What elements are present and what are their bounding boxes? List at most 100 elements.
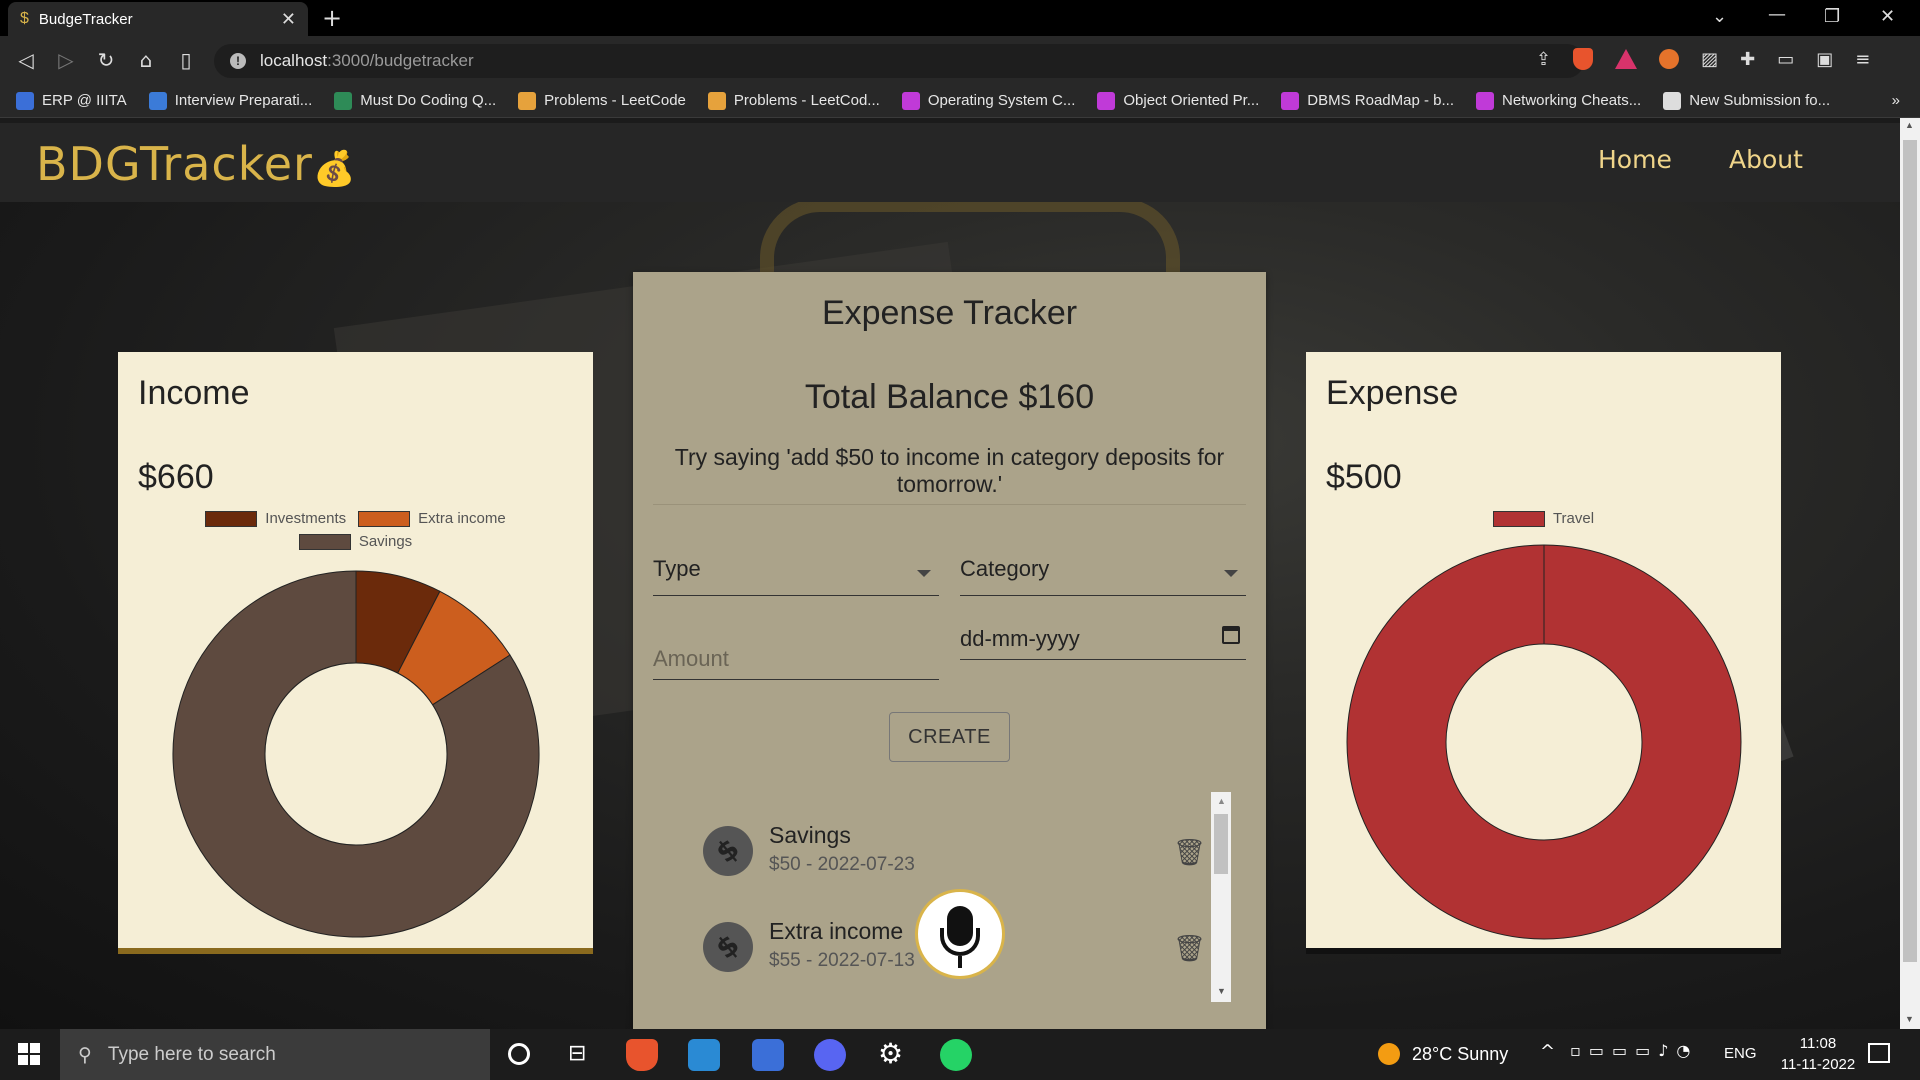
bookmark-item[interactable]: Object Oriented Pr... <box>1097 91 1259 110</box>
extension-2-icon[interactable]: ▨ <box>1701 48 1719 70</box>
legend-item[interactable]: Investments <box>205 510 346 527</box>
page-scroll-down-icon[interactable]: ▼ <box>1905 1014 1914 1024</box>
transaction-detail: $55 - 2022-07-13 <box>769 950 915 971</box>
page-scroll-up-icon[interactable]: ▲ <box>1905 120 1914 130</box>
settings-gear-icon[interactable]: ⚙ <box>878 1037 904 1070</box>
legend-label: Investments <box>265 510 347 527</box>
bookmark-item[interactable]: DBMS RoadMap - b... <box>1281 91 1454 110</box>
legend-item[interactable]: Savings <box>298 533 412 550</box>
calendar-icon[interactable] <box>1222 626 1240 644</box>
scroll-up-icon[interactable]: ▲ <box>1217 796 1226 806</box>
legend-swatch <box>205 510 258 527</box>
bookmark-item[interactable]: Operating System C... <box>901 91 1075 110</box>
transaction-name: Extra income <box>769 918 904 944</box>
app-logo[interactable]: BDGTracker💰 <box>36 137 356 191</box>
scroll-thumb[interactable] <box>1214 814 1228 874</box>
date-placeholder: dd-mm-yyyy <box>960 626 1080 651</box>
more-bookmarks-icon[interactable]: » <box>1891 92 1900 109</box>
legend-swatch <box>298 533 351 550</box>
date-field[interactable]: dd-mm-yyyy <box>960 612 1246 660</box>
bookmark-label: Interview Preparati... <box>174 92 313 109</box>
wallet-icon[interactable]: ▣ <box>1816 48 1834 70</box>
tray-arrow-icon[interactable]: ^ <box>1540 1041 1556 1062</box>
transaction-item[interactable]: $ Extra income $55 - 2022-07-13 🗑 <box>693 908 1207 988</box>
home-icon[interactable]: ⌂ <box>139 48 153 72</box>
cortana-icon[interactable] <box>508 1043 530 1065</box>
page-scroll-thumb[interactable] <box>1903 140 1917 962</box>
browser-tab[interactable]: $ BudgeTracker ✕ <box>8 2 308 36</box>
vscode-icon[interactable] <box>688 1039 720 1071</box>
task-view-icon[interactable]: ⊟ <box>568 1041 587 1066</box>
bookmark-item[interactable]: Problems - LeetCod... <box>707 91 880 110</box>
bookmark-icon[interactable]: ▯ <box>180 48 192 72</box>
bookmark-item[interactable]: Problems - LeetCode <box>518 91 686 110</box>
notifications-icon[interactable] <box>1868 1043 1890 1063</box>
bookmark-favicon-icon <box>901 91 920 110</box>
scroll-down-icon[interactable]: ▼ <box>1217 986 1226 996</box>
money-hand-icon: 💰 <box>312 149 357 189</box>
brave-browser-icon[interactable] <box>626 1039 658 1071</box>
brave-rewards-icon[interactable] <box>1615 49 1638 69</box>
clock-time[interactable]: 11:08 <box>1799 1035 1837 1052</box>
amount-field[interactable]: Amount <box>653 632 939 680</box>
language-indicator[interactable]: ENG <box>1724 1045 1757 1062</box>
forward-icon[interactable]: ▷ <box>58 48 74 72</box>
extension-1-icon[interactable] <box>1659 49 1680 69</box>
windows-start-icon[interactable] <box>18 1043 40 1065</box>
system-tray-icons[interactable]: ▫▭▭▭♪◔ <box>1570 1041 1699 1060</box>
nav-about-link[interactable]: About <box>1729 145 1803 174</box>
transaction-item[interactable]: $ Savings $50 - 2022-07-23 🗑 <box>693 812 1207 892</box>
nav-home-link[interactable]: Home <box>1598 145 1672 174</box>
tab-search-icon[interactable]: ⌄ <box>1712 6 1728 27</box>
whatsapp-icon[interactable] <box>940 1039 972 1071</box>
back-icon[interactable]: ◁ <box>18 48 34 72</box>
bookmark-item[interactable]: Interview Preparati... <box>148 91 313 110</box>
type-select[interactable]: Type <box>653 552 939 596</box>
category-select[interactable]: Category <box>960 552 1246 596</box>
bookmark-item[interactable]: ERP @ IIITA <box>16 91 127 110</box>
close-tab-icon[interactable]: ✕ <box>280 8 296 30</box>
bookmark-favicon-icon <box>334 91 353 110</box>
list-scrollbar[interactable]: ▲ ▼ <box>1211 792 1231 1002</box>
voice-hint: Try saying 'add $50 to income in categor… <box>674 444 1225 497</box>
bookmark-item[interactable]: Must Do Coding Q... <box>334 91 496 110</box>
clock-date[interactable]: 11-11-2022 <box>1780 1056 1856 1073</box>
info-icon[interactable]: ! <box>230 53 246 69</box>
delete-trash-icon[interactable]: 🗑 <box>1173 934 1207 964</box>
url-bar[interactable]: ! localhost:3000/budgetracker <box>214 44 1584 78</box>
bookmark-favicon-icon <box>1663 91 1682 110</box>
microphone-stand-icon <box>940 928 980 956</box>
reload-icon[interactable]: ↻ <box>97 48 115 72</box>
create-button[interactable]: CREATE <box>889 712 1010 762</box>
income-title: Income <box>138 374 250 412</box>
legend-item[interactable]: Travel <box>1492 510 1594 527</box>
share-icon[interactable]: ⇪ <box>1536 48 1552 70</box>
menu-icon[interactable]: ≡ <box>1855 48 1871 70</box>
app-navbar: BDGTracker💰 Home About <box>0 123 1900 202</box>
expense-title: Expense <box>1326 374 1459 412</box>
bookmark-item[interactable]: New Submission fo... <box>1663 91 1830 110</box>
restore-icon[interactable]: ❐ <box>1824 6 1841 27</box>
discord-icon[interactable] <box>814 1039 846 1071</box>
total-balance: Total Balance $160 <box>804 378 1095 416</box>
legend-item[interactable]: Extra income <box>358 510 506 527</box>
minimize-icon[interactable]: — <box>1768 4 1786 25</box>
delete-trash-icon[interactable]: 🗑 <box>1173 838 1207 868</box>
extensions-puzzle-icon[interactable]: ✚ <box>1740 48 1756 70</box>
sidebar-icon[interactable]: ▭ <box>1777 48 1795 70</box>
microphone-button[interactable] <box>915 889 1005 979</box>
bookmark-favicon-icon <box>1281 91 1300 110</box>
brave-shield-icon[interactable] <box>1573 48 1594 70</box>
expense-tracker-card: Expense Tracker Total Balance $160 Try s… <box>633 272 1266 1029</box>
browser-tab-bar: $ BudgeTracker ✕ + ⌄ — ❐ ✕ <box>0 0 1920 36</box>
bookmark-favicon-icon <box>707 91 726 110</box>
tracker-title: Expense Tracker <box>821 294 1078 332</box>
taskbar-search[interactable]: ⚲ Type here to search <box>60 1029 490 1080</box>
bookmark-item[interactable]: Networking Cheats... <box>1476 91 1641 110</box>
weather-text[interactable]: 28°C Sunny <box>1412 1044 1509 1064</box>
url-path: :3000/budgetracker <box>327 51 474 70</box>
window-close-icon[interactable]: ✕ <box>1880 6 1896 27</box>
explorer-icon[interactable] <box>752 1039 784 1071</box>
new-tab-icon[interactable]: + <box>322 4 343 32</box>
page-scrollbar[interactable]: ▲ ▼ <box>1900 118 1920 1029</box>
